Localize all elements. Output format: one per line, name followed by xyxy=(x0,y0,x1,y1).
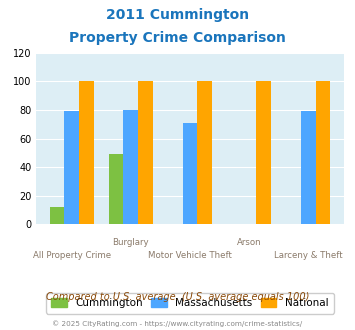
Text: Arson: Arson xyxy=(237,238,261,247)
Text: © 2025 CityRating.com - https://www.cityrating.com/crime-statistics/: © 2025 CityRating.com - https://www.city… xyxy=(53,321,302,327)
Text: Property Crime Comparison: Property Crime Comparison xyxy=(69,31,286,45)
Legend: Cummington, Massachusetts, National: Cummington, Massachusetts, National xyxy=(46,293,334,314)
Text: Compared to U.S. average. (U.S. average equals 100): Compared to U.S. average. (U.S. average … xyxy=(46,292,309,302)
Bar xyxy=(124,110,138,224)
Bar xyxy=(197,82,212,224)
Text: 2011 Cummington: 2011 Cummington xyxy=(106,8,249,22)
Bar xyxy=(256,82,271,224)
Bar xyxy=(182,123,197,224)
Text: All Property Crime: All Property Crime xyxy=(33,251,111,260)
Bar xyxy=(316,82,330,224)
Bar xyxy=(50,207,64,224)
Text: Burglary: Burglary xyxy=(113,238,149,247)
Text: Larceny & Theft: Larceny & Theft xyxy=(274,251,343,260)
Bar xyxy=(79,82,94,224)
Bar xyxy=(64,112,79,224)
Bar xyxy=(138,82,153,224)
Bar xyxy=(109,154,124,224)
Text: Motor Vehicle Theft: Motor Vehicle Theft xyxy=(148,251,232,260)
Bar xyxy=(301,112,316,224)
